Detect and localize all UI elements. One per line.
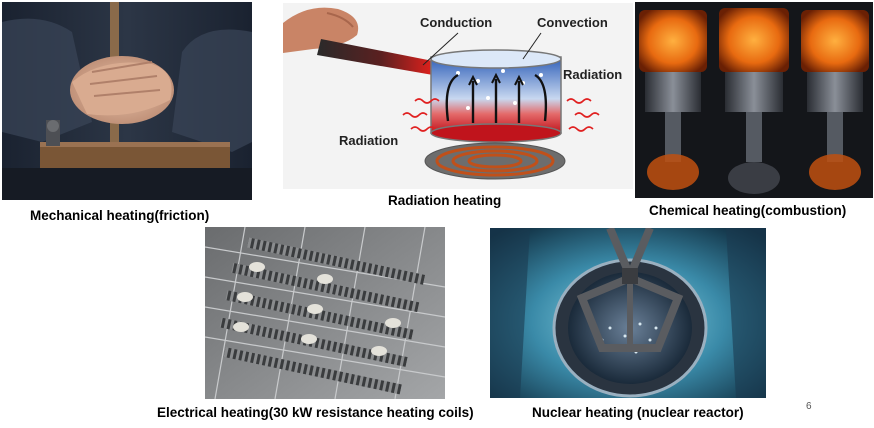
mechanical-heating-caption: Mechanical heating(friction) bbox=[30, 208, 210, 223]
electrical-heating-caption: Electrical heating(30 kW resistance heat… bbox=[157, 405, 474, 420]
nuclear-heating-caption: Nuclear heating (nuclear reactor) bbox=[532, 405, 744, 420]
label-radiation-left: Radiation bbox=[339, 133, 398, 148]
chemical-heating-caption: Chemical heating(combustion) bbox=[649, 203, 847, 218]
label-conduction: Conduction bbox=[420, 15, 492, 30]
mechanical-heating-photo bbox=[2, 2, 252, 200]
chemical-heating-photo bbox=[635, 2, 873, 198]
electrical-heating-photo bbox=[205, 227, 445, 399]
radiation-heating-caption: Radiation heating bbox=[388, 193, 502, 208]
nuclear-heating-photo bbox=[490, 228, 766, 398]
label-convection: Convection bbox=[537, 15, 608, 30]
label-radiation-right: Radiation bbox=[563, 67, 622, 82]
heat-transfer-diagram: Conduction Convection Radiation Radiatio… bbox=[283, 3, 633, 189]
page-number: 6 bbox=[806, 401, 812, 412]
